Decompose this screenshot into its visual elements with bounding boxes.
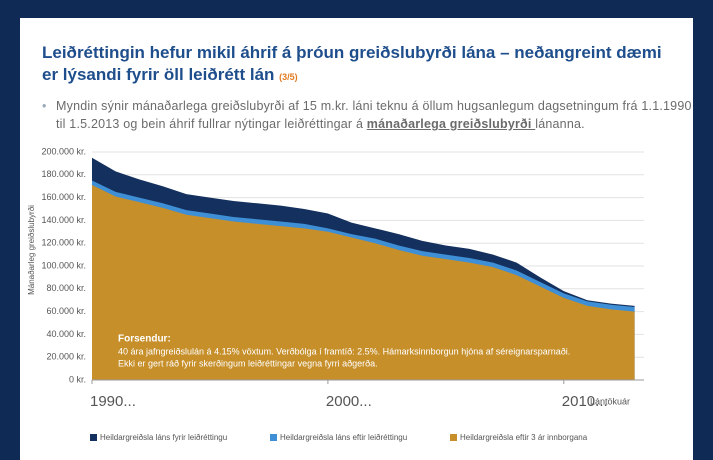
- slide-title: Leiðréttingin hefur mikil áhrif á þróun …: [42, 42, 682, 88]
- bullet-emphasis: mánaðarlega greiðslubyrði: [366, 117, 536, 131]
- x-tick-label: 1990...: [90, 393, 136, 410]
- y-tick-label: 80.000 kr.: [46, 283, 86, 293]
- title-text: Leiðréttingin hefur mikil áhrif á þróun …: [42, 43, 662, 84]
- bullet-text: Myndin sýnir mánaðarlega greiðslubyrði a…: [56, 99, 692, 131]
- area: [92, 185, 635, 380]
- legend-label: Heildargreiðsla láns eftir leiðréttingu: [280, 433, 407, 442]
- y-tick-label: 100.000 kr.: [41, 260, 86, 270]
- y-tick-label: 200.000 kr.: [41, 146, 86, 156]
- y-tick-label: 120.000 kr.: [41, 238, 86, 248]
- y-tick-label: 0 kr.: [69, 374, 86, 384]
- x-tick-label: 2010...: [562, 393, 608, 410]
- legend-swatch: [270, 434, 277, 441]
- x-axis-title: Lántökuár: [590, 396, 630, 406]
- bullet-text: lánanna.: [535, 117, 585, 131]
- bullet: Myndin sýnir mánaðarlega greiðslubyrði a…: [42, 97, 696, 133]
- y-axis-title: Mánaðarleg greiðslubyrði: [27, 205, 36, 295]
- annotation-heading: Forsendur:: [118, 334, 171, 345]
- legend-label: Heildargreiðsla eftir 3 ár innborgana: [460, 433, 588, 442]
- y-tick-label: 20.000 kr.: [46, 352, 86, 362]
- y-tick-label: 180.000 kr.: [41, 169, 86, 179]
- y-tick-label: 140.000 kr.: [41, 215, 86, 225]
- x-tick-label: 2000...: [326, 393, 372, 410]
- legend-swatch: [90, 434, 97, 441]
- y-tick-label: 40.000 kr.: [46, 329, 86, 339]
- annotation-line: 40 ára jafngreiðslulán á 4.15% vöxtum. V…: [118, 346, 570, 356]
- y-tick-label: 160.000 kr.: [41, 192, 86, 202]
- page-number: (3/5): [279, 72, 298, 82]
- annotation-line: Ekki er gert ráð fyrir skerðingum leiðré…: [118, 358, 378, 368]
- legend-swatch: [450, 434, 457, 441]
- legend-label: Heildargreiðsla láns fyrir leiðréttingu: [100, 433, 227, 442]
- y-tick-label: 60.000 kr.: [46, 306, 86, 316]
